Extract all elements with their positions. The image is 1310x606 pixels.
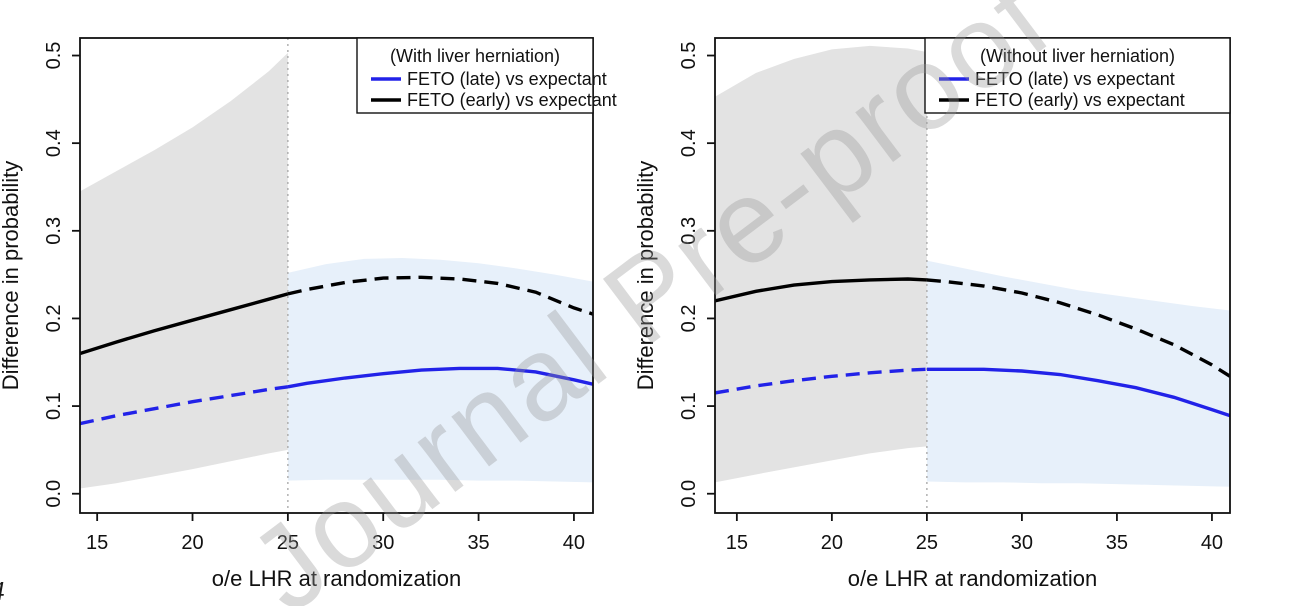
x-tick-label: 35 [1106,532,1128,554]
x-tick-label: 30 [372,532,394,554]
series-line [926,278,1230,378]
series-line [80,385,289,426]
y-tick-label: 0.5 [43,42,65,70]
legend-entry-label: FETO (early) vs expectant [407,90,617,110]
series-line [715,367,927,395]
x-tick-label: 25 [277,532,299,554]
y-axis-label: Difference in probability [0,161,23,391]
y-tick-label: 0.0 [43,480,65,508]
x-tick-label: 40 [563,532,585,554]
ci-late-blue-band [926,260,1230,487]
x-tick-label: 20 [821,532,843,554]
y-tick-label: 0.4 [678,129,700,157]
y-tick-label: 0.1 [678,392,700,420]
x-tick-label: 15 [86,532,108,554]
series-line [80,292,289,356]
x-tick-label: 25 [916,532,938,554]
y-tick-label: 0.2 [678,305,700,333]
x-tick-label: 20 [181,532,203,554]
ci-early-gray-band [715,45,927,483]
legend-entry-label: FETO (late) vs expectant [975,69,1175,89]
legend-title: (Without liver herniation) [980,46,1175,66]
y-axis-label: Difference in probability [633,161,658,391]
legend-entry-label: FETO (late) vs expectant [407,69,607,89]
x-tick-label: 35 [467,532,489,554]
x-tick-label: 15 [726,532,748,554]
y-tick-label: 0.5 [678,42,700,70]
x-tick-label: 30 [1011,532,1033,554]
x-axis-label: o/e LHR at randomization [212,566,461,591]
legend-title: (With liver herniation) [390,46,560,66]
y-tick-label: 0.4 [43,129,65,157]
y-tick-label: 0.1 [43,392,65,420]
y-tick-label: 0.3 [678,217,700,245]
ci-early-gray-band [80,52,288,489]
x-axis-label: o/e LHR at randomization [848,566,1097,591]
legend-entry-label: FETO (early) vs expectant [975,90,1185,110]
series-line [287,366,593,389]
legend: (Without liver herniation) FETO (late) vs… [924,37,1231,114]
legend: (With liver herniation) FETO (late) vs ex… [356,37,617,114]
series-line [926,367,1230,418]
plot-box [79,37,594,514]
y-tick-label: 0.2 [43,305,65,333]
y-tick-label: 0.3 [43,217,65,245]
series-line [715,277,927,303]
series-line [287,275,593,316]
panel-0: 15 20 25 30 35 40 0.0 0.1 0.2 0.3 0.4 0.5 o/e LHR at… [0,37,617,591]
x-tick-label: 40 [1201,532,1223,554]
corner-text-fragment: 4 [0,576,5,606]
y-tick-label: 0.0 [678,480,700,508]
panel-1: 15 20 25 30 35 40 0.0 0.1 0.2 0.3 0.4 0.5 o/e LHR at… [633,37,1231,591]
